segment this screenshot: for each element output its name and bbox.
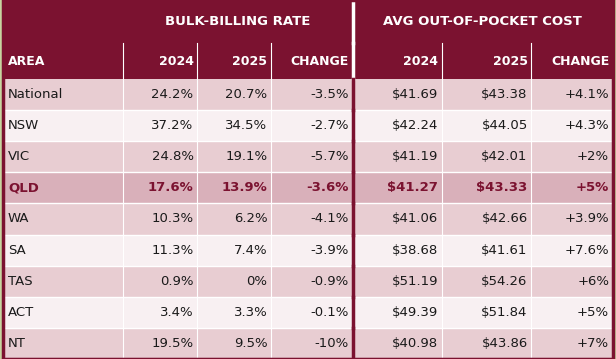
Text: SA: SA: [8, 244, 26, 257]
Bar: [3, 266, 613, 297]
Text: -4.1%: -4.1%: [310, 213, 349, 225]
Text: 20.7%: 20.7%: [225, 88, 267, 101]
Text: 7.4%: 7.4%: [234, 244, 267, 257]
Text: +4.1%: +4.1%: [565, 88, 609, 101]
Text: 0.9%: 0.9%: [160, 275, 193, 288]
Text: 0%: 0%: [246, 275, 267, 288]
Text: +2%: +2%: [577, 150, 609, 163]
Text: -10%: -10%: [315, 337, 349, 350]
Text: 24.2%: 24.2%: [152, 88, 193, 101]
Text: -0.9%: -0.9%: [310, 275, 349, 288]
Bar: [3, 110, 613, 141]
Text: BULK-BILLING RATE: BULK-BILLING RATE: [165, 15, 310, 28]
Text: $51.19: $51.19: [392, 275, 439, 288]
Text: 34.5%: 34.5%: [225, 119, 267, 132]
Text: CHANGE: CHANGE: [551, 55, 609, 67]
Text: 2024: 2024: [158, 55, 193, 67]
Text: CHANGE: CHANGE: [291, 55, 349, 67]
Text: VIC: VIC: [8, 150, 30, 163]
Text: WA: WA: [8, 213, 30, 225]
Text: +5%: +5%: [576, 181, 609, 194]
Text: NT: NT: [8, 337, 26, 350]
Bar: [3, 141, 613, 172]
Text: NSW: NSW: [8, 119, 39, 132]
Text: $42.66: $42.66: [481, 213, 528, 225]
Text: 3.3%: 3.3%: [233, 306, 267, 319]
Text: 9.5%: 9.5%: [234, 337, 267, 350]
Text: -0.1%: -0.1%: [310, 306, 349, 319]
Text: TAS: TAS: [8, 275, 33, 288]
Text: $41.69: $41.69: [392, 88, 439, 101]
Text: 2024: 2024: [403, 55, 439, 67]
Text: 2025: 2025: [493, 55, 528, 67]
Text: +7%: +7%: [577, 337, 609, 350]
Text: $43.38: $43.38: [481, 88, 528, 101]
Bar: [3, 204, 613, 234]
Text: $44.05: $44.05: [481, 119, 528, 132]
Text: -3.5%: -3.5%: [310, 88, 349, 101]
Text: National: National: [8, 88, 63, 101]
Text: 13.9%: 13.9%: [222, 181, 267, 194]
Text: QLD: QLD: [8, 181, 39, 194]
Text: $41.06: $41.06: [392, 213, 439, 225]
Text: $40.98: $40.98: [392, 337, 439, 350]
Text: -2.7%: -2.7%: [310, 119, 349, 132]
Bar: [3, 0, 613, 43]
Text: 17.6%: 17.6%: [148, 181, 193, 194]
Text: 6.2%: 6.2%: [234, 213, 267, 225]
Text: -3.9%: -3.9%: [310, 244, 349, 257]
Text: $43.86: $43.86: [481, 337, 528, 350]
Text: -5.7%: -5.7%: [310, 150, 349, 163]
Text: $43.33: $43.33: [476, 181, 528, 194]
Text: +5%: +5%: [577, 306, 609, 319]
Text: $41.27: $41.27: [387, 181, 439, 194]
Bar: [3, 79, 613, 110]
Text: 11.3%: 11.3%: [152, 244, 193, 257]
Text: $54.26: $54.26: [481, 275, 528, 288]
Bar: [3, 297, 613, 328]
Text: 19.5%: 19.5%: [152, 337, 193, 350]
Text: $49.39: $49.39: [392, 306, 439, 319]
Text: -3.6%: -3.6%: [307, 181, 349, 194]
Text: 3.4%: 3.4%: [160, 306, 193, 319]
Text: 24.8%: 24.8%: [152, 150, 193, 163]
Text: 37.2%: 37.2%: [152, 119, 193, 132]
Text: $41.61: $41.61: [481, 244, 528, 257]
Text: +7.6%: +7.6%: [565, 244, 609, 257]
Text: +3.9%: +3.9%: [565, 213, 609, 225]
Text: +4.3%: +4.3%: [565, 119, 609, 132]
Bar: [3, 234, 613, 266]
Text: ACT: ACT: [8, 306, 34, 319]
Text: 19.1%: 19.1%: [225, 150, 267, 163]
Text: $51.84: $51.84: [481, 306, 528, 319]
Bar: [3, 172, 613, 204]
Text: $42.24: $42.24: [392, 119, 439, 132]
Text: $41.19: $41.19: [392, 150, 439, 163]
Bar: [3, 328, 613, 359]
Text: 2025: 2025: [232, 55, 267, 67]
Text: AREA: AREA: [8, 55, 46, 67]
Text: $42.01: $42.01: [481, 150, 528, 163]
Text: $38.68: $38.68: [392, 244, 439, 257]
Text: AVG OUT-OF-POCKET COST: AVG OUT-OF-POCKET COST: [383, 15, 582, 28]
Text: 10.3%: 10.3%: [152, 213, 193, 225]
Text: +6%: +6%: [577, 275, 609, 288]
Bar: [3, 43, 613, 79]
